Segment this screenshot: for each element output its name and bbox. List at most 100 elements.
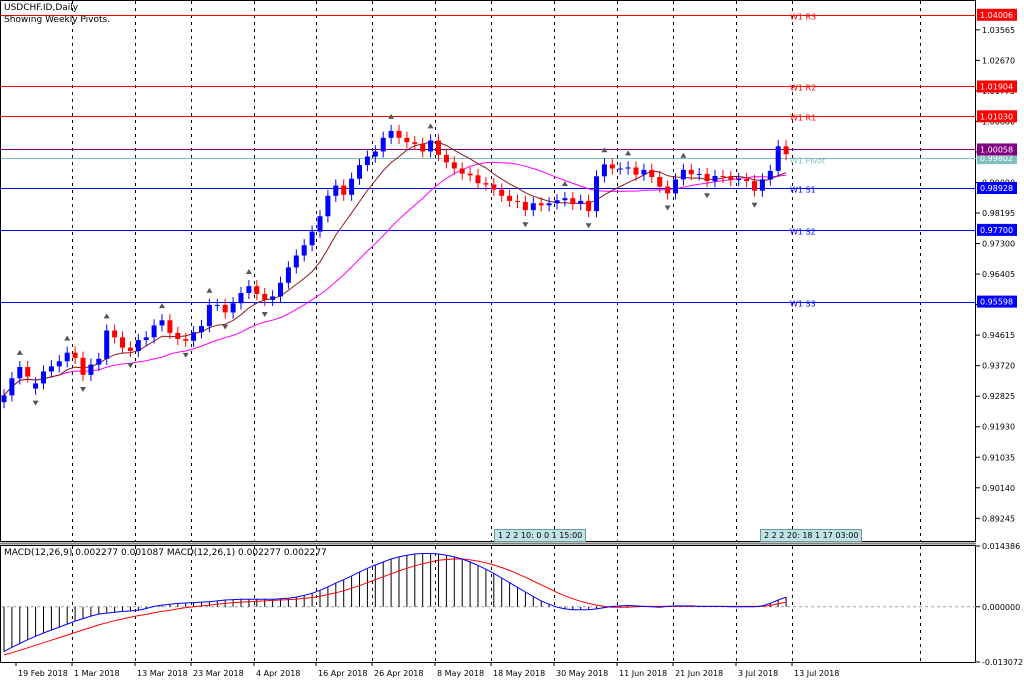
macd-plot-frame [0,545,976,663]
candle-body [562,198,568,201]
time-tick-label: 19 Feb 2018 [18,669,68,678]
main-plot-frame [0,0,976,542]
candle-body [17,367,23,379]
candle-body [167,320,173,333]
candle-body [554,200,560,204]
pivot-label: W1 R3 [790,13,816,22]
fractal-up-marker [64,335,71,341]
fractal-up-marker [103,313,110,319]
candles [1,124,789,409]
candle-body [609,164,615,169]
candle-body [665,186,671,194]
candle-body [752,181,757,191]
candle-body [206,304,212,327]
fractal-down-marker [32,400,39,406]
pivot-price-tag-label: 1.01030 [980,112,1013,121]
fractal-down-marker [585,223,592,229]
candle-body [214,304,220,306]
price-tick-label: 1.03565 [982,26,1015,35]
ma-fast-line [3,141,787,396]
macd-main-line [3,553,787,653]
ma-slow-line [3,161,787,396]
pivot-price-tag-label: 0.98928 [980,184,1013,193]
candle-body [688,169,694,175]
candle-body [783,146,789,155]
chart-subtitle: Showing Weekly Pivots. [4,15,111,25]
candle-body [285,267,291,283]
time-tick-label: 16 Apr 2018 [318,669,367,678]
macd-tick-label: 0.014386 [982,542,1020,551]
fractal-up-marker [427,123,434,129]
candle-body [483,183,489,185]
candle-body [364,156,370,166]
candle-body [696,173,702,175]
current-price-tag-box [977,143,1017,156]
candle-body [380,137,386,152]
candle-body [443,154,449,163]
candle-body [680,169,686,180]
time-tick-label: 13 Mar 2018 [137,669,188,678]
candle-body [191,332,197,341]
candle-body [625,167,631,169]
candle-body [736,179,742,181]
fractal-down-marker [222,324,229,330]
candle-body [594,176,599,212]
macd-tick-label: -0.013072 [982,658,1023,667]
candle-body [33,383,39,389]
candle-body [199,326,204,333]
pivot-price-tag-label: 0.97700 [980,226,1013,235]
pivot-label: W1 R1 [790,114,816,123]
candle-body [775,146,781,171]
candle-body [570,198,576,204]
candle-body [420,143,426,152]
candle-body [538,203,544,206]
candle-body [357,165,362,179]
pivot-price-tag-box [977,223,1017,236]
candle-body [712,175,718,182]
price-tick-label: 0.93720 [982,362,1015,371]
candle-body [301,245,307,256]
candle-body [317,216,323,232]
pivot-price-tag-label: 1.04006 [980,11,1013,20]
pivot-price-tag-label: 0.99802 [980,154,1013,163]
candle-body [412,142,418,144]
candle-body [372,151,378,157]
pivot-lines: W1 R3 W1 R2 W1 R1 W1 Pivot W1 S1 W1 S2 W1 S3 [1,13,976,309]
candle-body [586,200,592,212]
time-tick-label: 8 May 2018 [437,669,484,678]
candle-body [175,332,181,340]
price-tick-label: 0.92825 [982,392,1015,401]
candle-body [728,177,734,181]
fractal-down-marker [80,387,86,393]
fractal-up-marker [159,303,165,309]
candle-body [436,140,441,155]
time-tick-label: 4 Apr 2018 [256,669,300,678]
price-tick-label: 0.96405 [982,270,1015,279]
fractal-up-marker [601,147,608,153]
time-tick-label: 18 May 2018 [493,669,545,678]
fractal-down-marker [664,205,671,211]
candle-body [238,293,244,304]
pivot-label: W1 Pivot [790,157,825,166]
fractal-up-marker [625,150,632,156]
fractal-down-marker [261,311,268,317]
candle-body [388,130,394,138]
candle-body [507,195,513,201]
pivot-price-tag-label: 1.01904 [980,82,1013,91]
candle-body [341,185,347,195]
session-label-2: 2 2 2 20: 18 1 17 03:00 [760,529,863,542]
pivot-label: W1 S2 [790,228,816,237]
time-tick-label: 13 Jul 2018 [794,669,839,678]
candle-body [396,130,402,138]
candle-body [143,337,149,341]
candle-body [767,170,773,180]
candle-body [428,140,434,152]
candle-body [491,184,497,190]
candle-body [88,364,94,375]
candle-body [120,337,125,348]
candle-body [64,352,70,362]
fractal-up-marker [16,349,23,355]
candle-body [546,203,552,206]
time-axis: 19 Feb 2018 1 Mar 2018 13 Mar 2018 23 Mar 2… [15,662,839,678]
